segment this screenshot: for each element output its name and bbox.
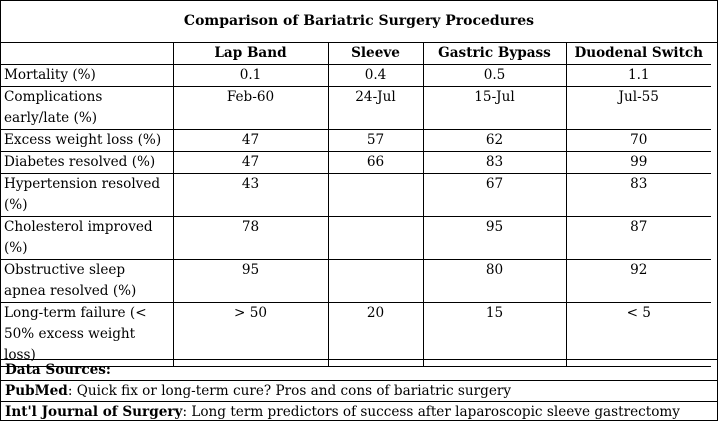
table-row: Obstructive sleep apnea resolved (%) 95 … bbox=[1, 259, 711, 303]
table-row: Cholesterol improved (%) 78 95 87 bbox=[1, 216, 711, 260]
comparison-table: Lap Band Sleeve Gastric Bypass Duodenal … bbox=[1, 43, 711, 367]
data-sources: Data Sources: PubMed: Quick fix or long-… bbox=[1, 359, 717, 422]
header-sleeve[interactable]: Sleeve bbox=[327, 43, 424, 65]
cell[interactable] bbox=[327, 173, 424, 217]
cell[interactable]: 0.1 bbox=[172, 64, 329, 87]
cell[interactable]: 47 bbox=[172, 129, 329, 152]
cell[interactable]: 1.1 bbox=[565, 64, 711, 87]
cell[interactable]: Jul-55 bbox=[565, 86, 711, 130]
cell[interactable]: 0.4 bbox=[327, 64, 424, 87]
cell[interactable]: 66 bbox=[327, 151, 424, 174]
cell[interactable]: Feb-60 bbox=[172, 86, 329, 130]
table-row: Complications early/late (%) Feb-60 24-J… bbox=[1, 86, 711, 130]
cell[interactable]: 70 bbox=[565, 129, 711, 152]
cell[interactable]: 87 bbox=[565, 216, 711, 260]
header-cell-empty[interactable] bbox=[1, 43, 174, 65]
row-label[interactable]: Cholesterol improved (%) bbox=[1, 216, 174, 260]
table-title: Comparison of Bariatric Surgery Procedur… bbox=[1, 1, 717, 43]
cell[interactable] bbox=[327, 259, 424, 303]
cell[interactable]: 20 bbox=[327, 302, 424, 367]
header-lap-band[interactable]: Lap Band bbox=[172, 43, 329, 65]
cell[interactable]: 80 bbox=[422, 259, 567, 303]
cell[interactable]: 99 bbox=[565, 151, 711, 174]
cell[interactable]: 43 bbox=[172, 173, 329, 217]
cell[interactable]: < 5 bbox=[565, 302, 711, 367]
row-label[interactable]: Excess weight loss (%) bbox=[1, 129, 174, 152]
source-name: PubMed bbox=[5, 383, 68, 399]
cell[interactable]: 15 bbox=[422, 302, 567, 367]
cell[interactable]: 67 bbox=[422, 173, 567, 217]
header-gastric-bypass[interactable]: Gastric Bypass bbox=[422, 43, 567, 65]
sources-heading-text: Data Sources: bbox=[5, 362, 111, 378]
cell[interactable]: 92 bbox=[565, 259, 711, 303]
cell[interactable]: 78 bbox=[172, 216, 329, 260]
row-label[interactable]: Diabetes resolved (%) bbox=[1, 151, 174, 174]
row-label[interactable]: Complications early/late (%) bbox=[1, 86, 174, 130]
cell[interactable]: 62 bbox=[422, 129, 567, 152]
cell[interactable]: > 50 bbox=[172, 302, 329, 367]
table-row: Excess weight loss (%) 47 57 62 70 bbox=[1, 129, 711, 152]
cell[interactable]: 24-Jul bbox=[327, 86, 424, 130]
cell[interactable]: 47 bbox=[172, 151, 329, 174]
sources-heading[interactable]: Data Sources: bbox=[1, 359, 717, 380]
source-pubmed[interactable]: PubMed: Quick fix or long-term cure? Pro… bbox=[1, 380, 717, 401]
cell[interactable] bbox=[327, 216, 424, 260]
cell[interactable]: 95 bbox=[422, 216, 567, 260]
row-label[interactable]: Hypertension resolved (%) bbox=[1, 173, 174, 217]
cell[interactable]: 0.5 bbox=[422, 64, 567, 87]
table-row: Diabetes resolved (%) 47 66 83 99 bbox=[1, 151, 711, 174]
row-label[interactable]: Long-term failure (< 50% excess weight l… bbox=[1, 302, 174, 367]
row-label[interactable]: Obstructive sleep apnea resolved (%) bbox=[1, 259, 174, 303]
table-row: Mortality (%) 0.1 0.4 0.5 1.1 bbox=[1, 64, 711, 87]
cell[interactable]: 57 bbox=[327, 129, 424, 152]
cell[interactable]: 83 bbox=[565, 173, 711, 217]
header-duodenal-switch[interactable]: Duodenal Switch bbox=[565, 43, 711, 65]
source-text: : Quick fix or long-term cure? Pros and … bbox=[67, 383, 512, 399]
cell[interactable]: 83 bbox=[422, 151, 567, 174]
cell[interactable]: 15-Jul bbox=[422, 86, 567, 130]
source-name: Int'l Journal of Surgery bbox=[5, 404, 183, 420]
source-intl-journal[interactable]: Int'l Journal of Surgery: Long term pred… bbox=[1, 401, 717, 422]
table-row: Hypertension resolved (%) 43 67 83 bbox=[1, 173, 711, 217]
row-label[interactable]: Mortality (%) bbox=[1, 64, 174, 87]
table-row: Long-term failure (< 50% excess weight l… bbox=[1, 302, 711, 367]
cell[interactable]: 95 bbox=[172, 259, 329, 303]
source-text: : Long term predictors of success after … bbox=[182, 404, 680, 420]
